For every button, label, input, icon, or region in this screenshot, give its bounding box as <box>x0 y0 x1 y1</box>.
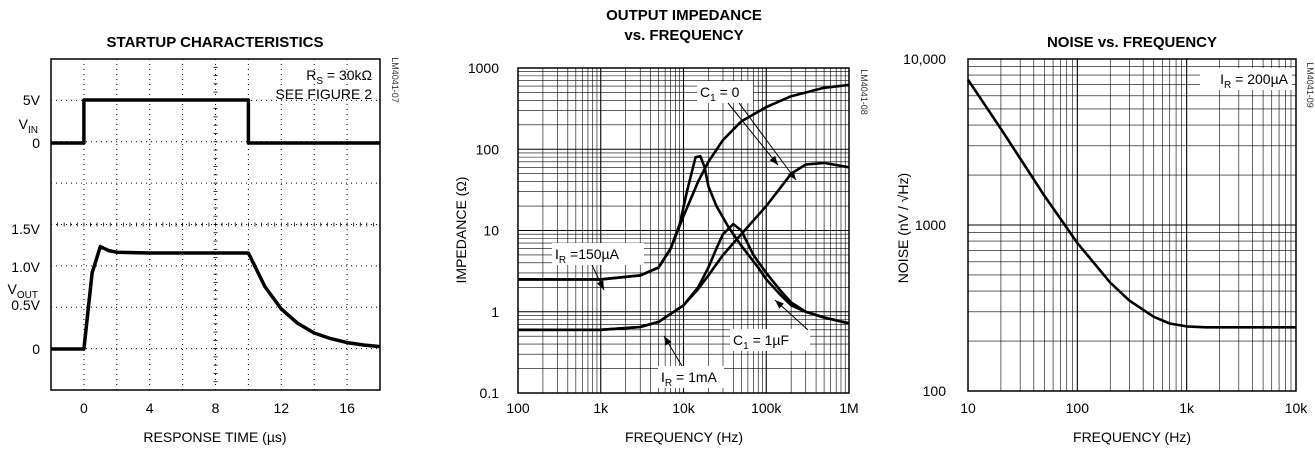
noise-chart: NOISE vs. FREQUENCY IR = 200µA 10 100 1k 10k 1… <box>895 34 1315 445</box>
series-vin-line <box>51 98 380 145</box>
x-tick-label: 1k <box>593 400 609 416</box>
series-label-in-main: V <box>19 116 29 132</box>
chart-title: OUTPUT IMPEDANCE <box>606 7 762 24</box>
startup-chart: STARTUP CHARACTERISTICS 0 4 8 12 16 5V 0 1.5V 1.0… <box>8 34 400 445</box>
y-tick-label: 1000 <box>468 60 499 76</box>
y-tick-label: 100 <box>476 141 500 157</box>
x-tick-label: 10k <box>672 400 696 416</box>
label-ir-1ma-rest: = 1mA <box>672 369 717 385</box>
y-tick-label: 1000 <box>915 217 946 233</box>
x-tick-label: 100k <box>751 400 782 416</box>
label-c1-1uf: C1 = 1µF <box>733 332 789 352</box>
x-tick-label: 10 <box>960 400 976 416</box>
y-tick-label: 100 <box>923 383 947 399</box>
figure-code: LM4041-07 <box>390 57 400 103</box>
y-axis-label: IMPEDANCE (Ω) <box>453 177 469 284</box>
y-level-label: 1.5V <box>11 221 40 237</box>
chart-title-line2: vs. FREQUENCY <box>624 27 743 44</box>
series-label-out-main: V <box>8 281 18 297</box>
label-ir-200ua-bg <box>1200 68 1292 90</box>
label-ir-150ua-main: I <box>555 246 559 262</box>
y-level-label: 0 <box>32 341 40 357</box>
label-ir-1ma: IR = 1mA <box>661 369 718 389</box>
plot-frame <box>517 67 850 394</box>
series-line-3 <box>518 222 850 332</box>
y-level-label: 5V <box>23 92 41 108</box>
arrow-ir-150ua-head <box>596 280 604 290</box>
arrow-c1-1uf-head <box>775 300 785 309</box>
series-label-in: VIN <box>19 116 38 136</box>
label-c1-1uf-bg <box>730 329 810 351</box>
annotation-rs-rest: = 30kΩ <box>323 67 372 83</box>
x-tick-label: 12 <box>274 400 290 416</box>
label-ir-200ua: IR = 200µA <box>1220 71 1289 91</box>
x-tick-label: 8 <box>212 400 220 416</box>
x-tick-label: 0 <box>80 400 88 416</box>
label-ir-200ua-rest: = 200µA <box>1231 71 1288 87</box>
series-noise-line <box>966 78 1296 329</box>
annotation-rs-main: R <box>306 67 316 83</box>
series-line-1 <box>518 155 850 325</box>
label-c1-0-main: C <box>700 84 710 100</box>
label-c1-0-bg <box>697 81 753 103</box>
figure-code: LM4041-08 <box>859 69 869 115</box>
x-axis-label: FREQUENCY (Hz) <box>625 429 743 445</box>
series-label-out-sub: OUT <box>17 290 38 301</box>
annotation-rs: RS = 30kΩ <box>306 67 372 87</box>
series-label-out: VOUT <box>8 281 38 301</box>
label-c1-1uf-main: C <box>733 332 743 348</box>
y-level-label: 0.5V <box>11 297 40 313</box>
x-tick-label: 16 <box>339 400 355 416</box>
x-tick-label: 1k <box>1179 400 1195 416</box>
x-tick-label: 100 <box>1066 400 1090 416</box>
label-ir-150ua-bg <box>552 243 644 265</box>
label-ir-150ua: IR =150µA <box>555 246 620 266</box>
x-axis-label: RESPONSE TIME (µs) <box>143 429 286 445</box>
chart-title: NOISE vs. FREQUENCY <box>1047 34 1217 51</box>
arrow-c1-0-b <box>738 102 797 181</box>
label-ir-1ma-main: I <box>661 369 665 385</box>
label-ir-1ma-sub: R <box>665 378 672 389</box>
y-axis-label: NOISE (nV / √Hz) <box>895 173 911 283</box>
label-ir-150ua-sub: R <box>559 255 566 266</box>
label-c1-1uf-rest: = 1µF <box>749 332 789 348</box>
label-c1-0-rest: = 0 <box>716 84 740 100</box>
series-label-in-sub: IN <box>28 125 38 136</box>
label-ir-200ua-sub: R <box>1224 80 1231 91</box>
x-tick-label: 1M <box>839 400 858 416</box>
x-axis-label: FREQUENCY (Hz) <box>1073 429 1191 445</box>
label-c1-0-sub: 1 <box>710 93 716 104</box>
x-tick-label: 10k <box>1285 400 1309 416</box>
x-tick-label: 4 <box>146 400 154 416</box>
y-tick-label: 10,000 <box>903 51 946 67</box>
y-tick-label: 1 <box>491 304 499 320</box>
label-ir-1ma-bg <box>658 366 724 388</box>
y-level-label: 0 <box>32 135 40 151</box>
label-c1-1uf-sub: 1 <box>743 341 749 352</box>
y-tick-label: 0.1 <box>480 385 500 401</box>
arrow-c1-0-b-head <box>787 170 796 180</box>
plot-frame <box>50 58 381 391</box>
y-tick-label: 10 <box>483 223 499 239</box>
arrow-c1-0-a <box>727 102 779 166</box>
x-tick-label: 100 <box>506 400 530 416</box>
annotation-rs-sub: S <box>316 76 323 87</box>
label-ir-200ua-main: I <box>1220 71 1224 87</box>
annotation-see-figure: SEE FIGURE 2 <box>276 86 373 102</box>
figure-code: LM4041-09 <box>1305 62 1315 108</box>
chart-title: STARTUP CHARACTERISTICS <box>107 34 324 51</box>
series-vout-line <box>51 244 381 351</box>
plot-frame <box>967 58 1297 392</box>
arrow-c1-0-a-head <box>769 155 778 165</box>
arrow-ir-1ma-head <box>664 336 672 346</box>
y-level-label: 1.0V <box>11 259 40 275</box>
label-c1-0: C1 = 0 <box>700 84 740 104</box>
label-ir-150ua-rest: =150µA <box>566 246 619 262</box>
